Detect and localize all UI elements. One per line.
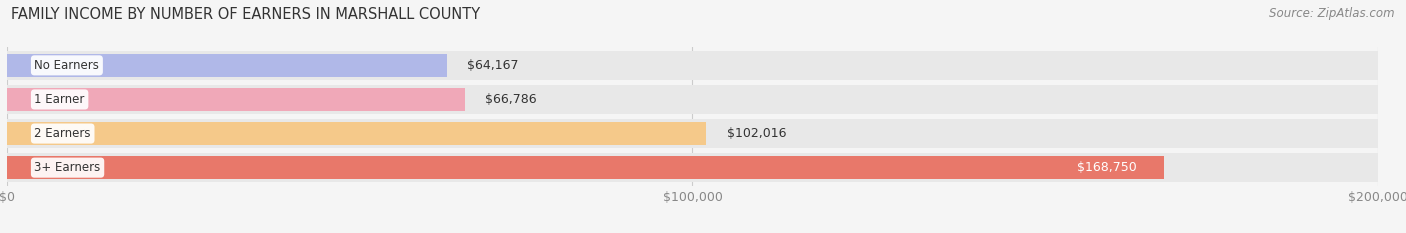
Text: No Earners: No Earners [35, 59, 100, 72]
Text: $168,750: $168,750 [1077, 161, 1136, 174]
Text: 1 Earner: 1 Earner [35, 93, 84, 106]
Text: 3+ Earners: 3+ Earners [35, 161, 101, 174]
Bar [7, 122, 706, 145]
Text: 2 Earners: 2 Earners [35, 127, 91, 140]
Bar [7, 119, 1378, 148]
Bar [7, 51, 1378, 80]
Text: Source: ZipAtlas.com: Source: ZipAtlas.com [1270, 7, 1395, 20]
Bar [7, 88, 465, 111]
Bar [7, 153, 1378, 182]
Text: $64,167: $64,167 [467, 59, 519, 72]
Text: $66,786: $66,786 [485, 93, 537, 106]
Text: FAMILY INCOME BY NUMBER OF EARNERS IN MARSHALL COUNTY: FAMILY INCOME BY NUMBER OF EARNERS IN MA… [11, 7, 481, 22]
Bar [7, 54, 447, 77]
Bar [7, 156, 1164, 179]
Bar [7, 85, 1378, 114]
Text: $102,016: $102,016 [727, 127, 786, 140]
